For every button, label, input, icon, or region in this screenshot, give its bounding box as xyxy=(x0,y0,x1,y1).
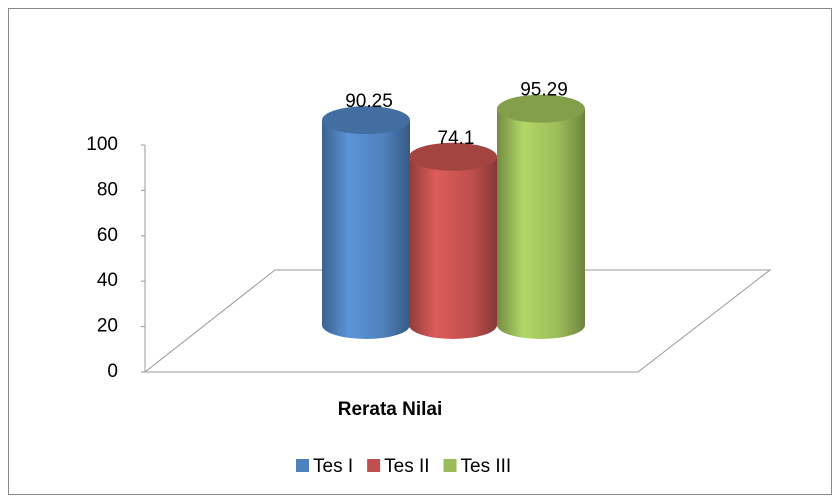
legend-swatch xyxy=(443,459,457,472)
y-tick-label: 100 xyxy=(86,134,118,155)
bar xyxy=(322,106,410,339)
bar-body xyxy=(409,156,497,339)
legend-label: Tes II xyxy=(384,456,429,477)
bar-top xyxy=(409,142,497,171)
y-tick-label: 60 xyxy=(97,225,118,246)
legend-swatch xyxy=(296,459,309,472)
data-label: 74.1 xyxy=(438,128,475,149)
bar xyxy=(409,142,497,339)
data-label: 90.25 xyxy=(345,91,393,112)
data-label: 95.29 xyxy=(520,80,568,101)
bar-body xyxy=(497,108,585,339)
bar xyxy=(497,94,585,339)
y-tick-label: 20 xyxy=(97,316,118,337)
legend-swatch xyxy=(367,459,381,472)
bar-top xyxy=(322,106,410,135)
y-tick-label: 40 xyxy=(97,270,118,291)
legend-label: Tes I xyxy=(313,456,353,477)
bar-body xyxy=(322,120,410,339)
y-tick-label: 80 xyxy=(97,179,118,200)
floor xyxy=(143,269,772,373)
bar-top xyxy=(497,94,585,123)
legend-label: Tes III xyxy=(461,456,512,477)
x-tick-label: Rerata Nilai xyxy=(338,399,443,420)
y-tick-label: 0 xyxy=(107,361,118,382)
